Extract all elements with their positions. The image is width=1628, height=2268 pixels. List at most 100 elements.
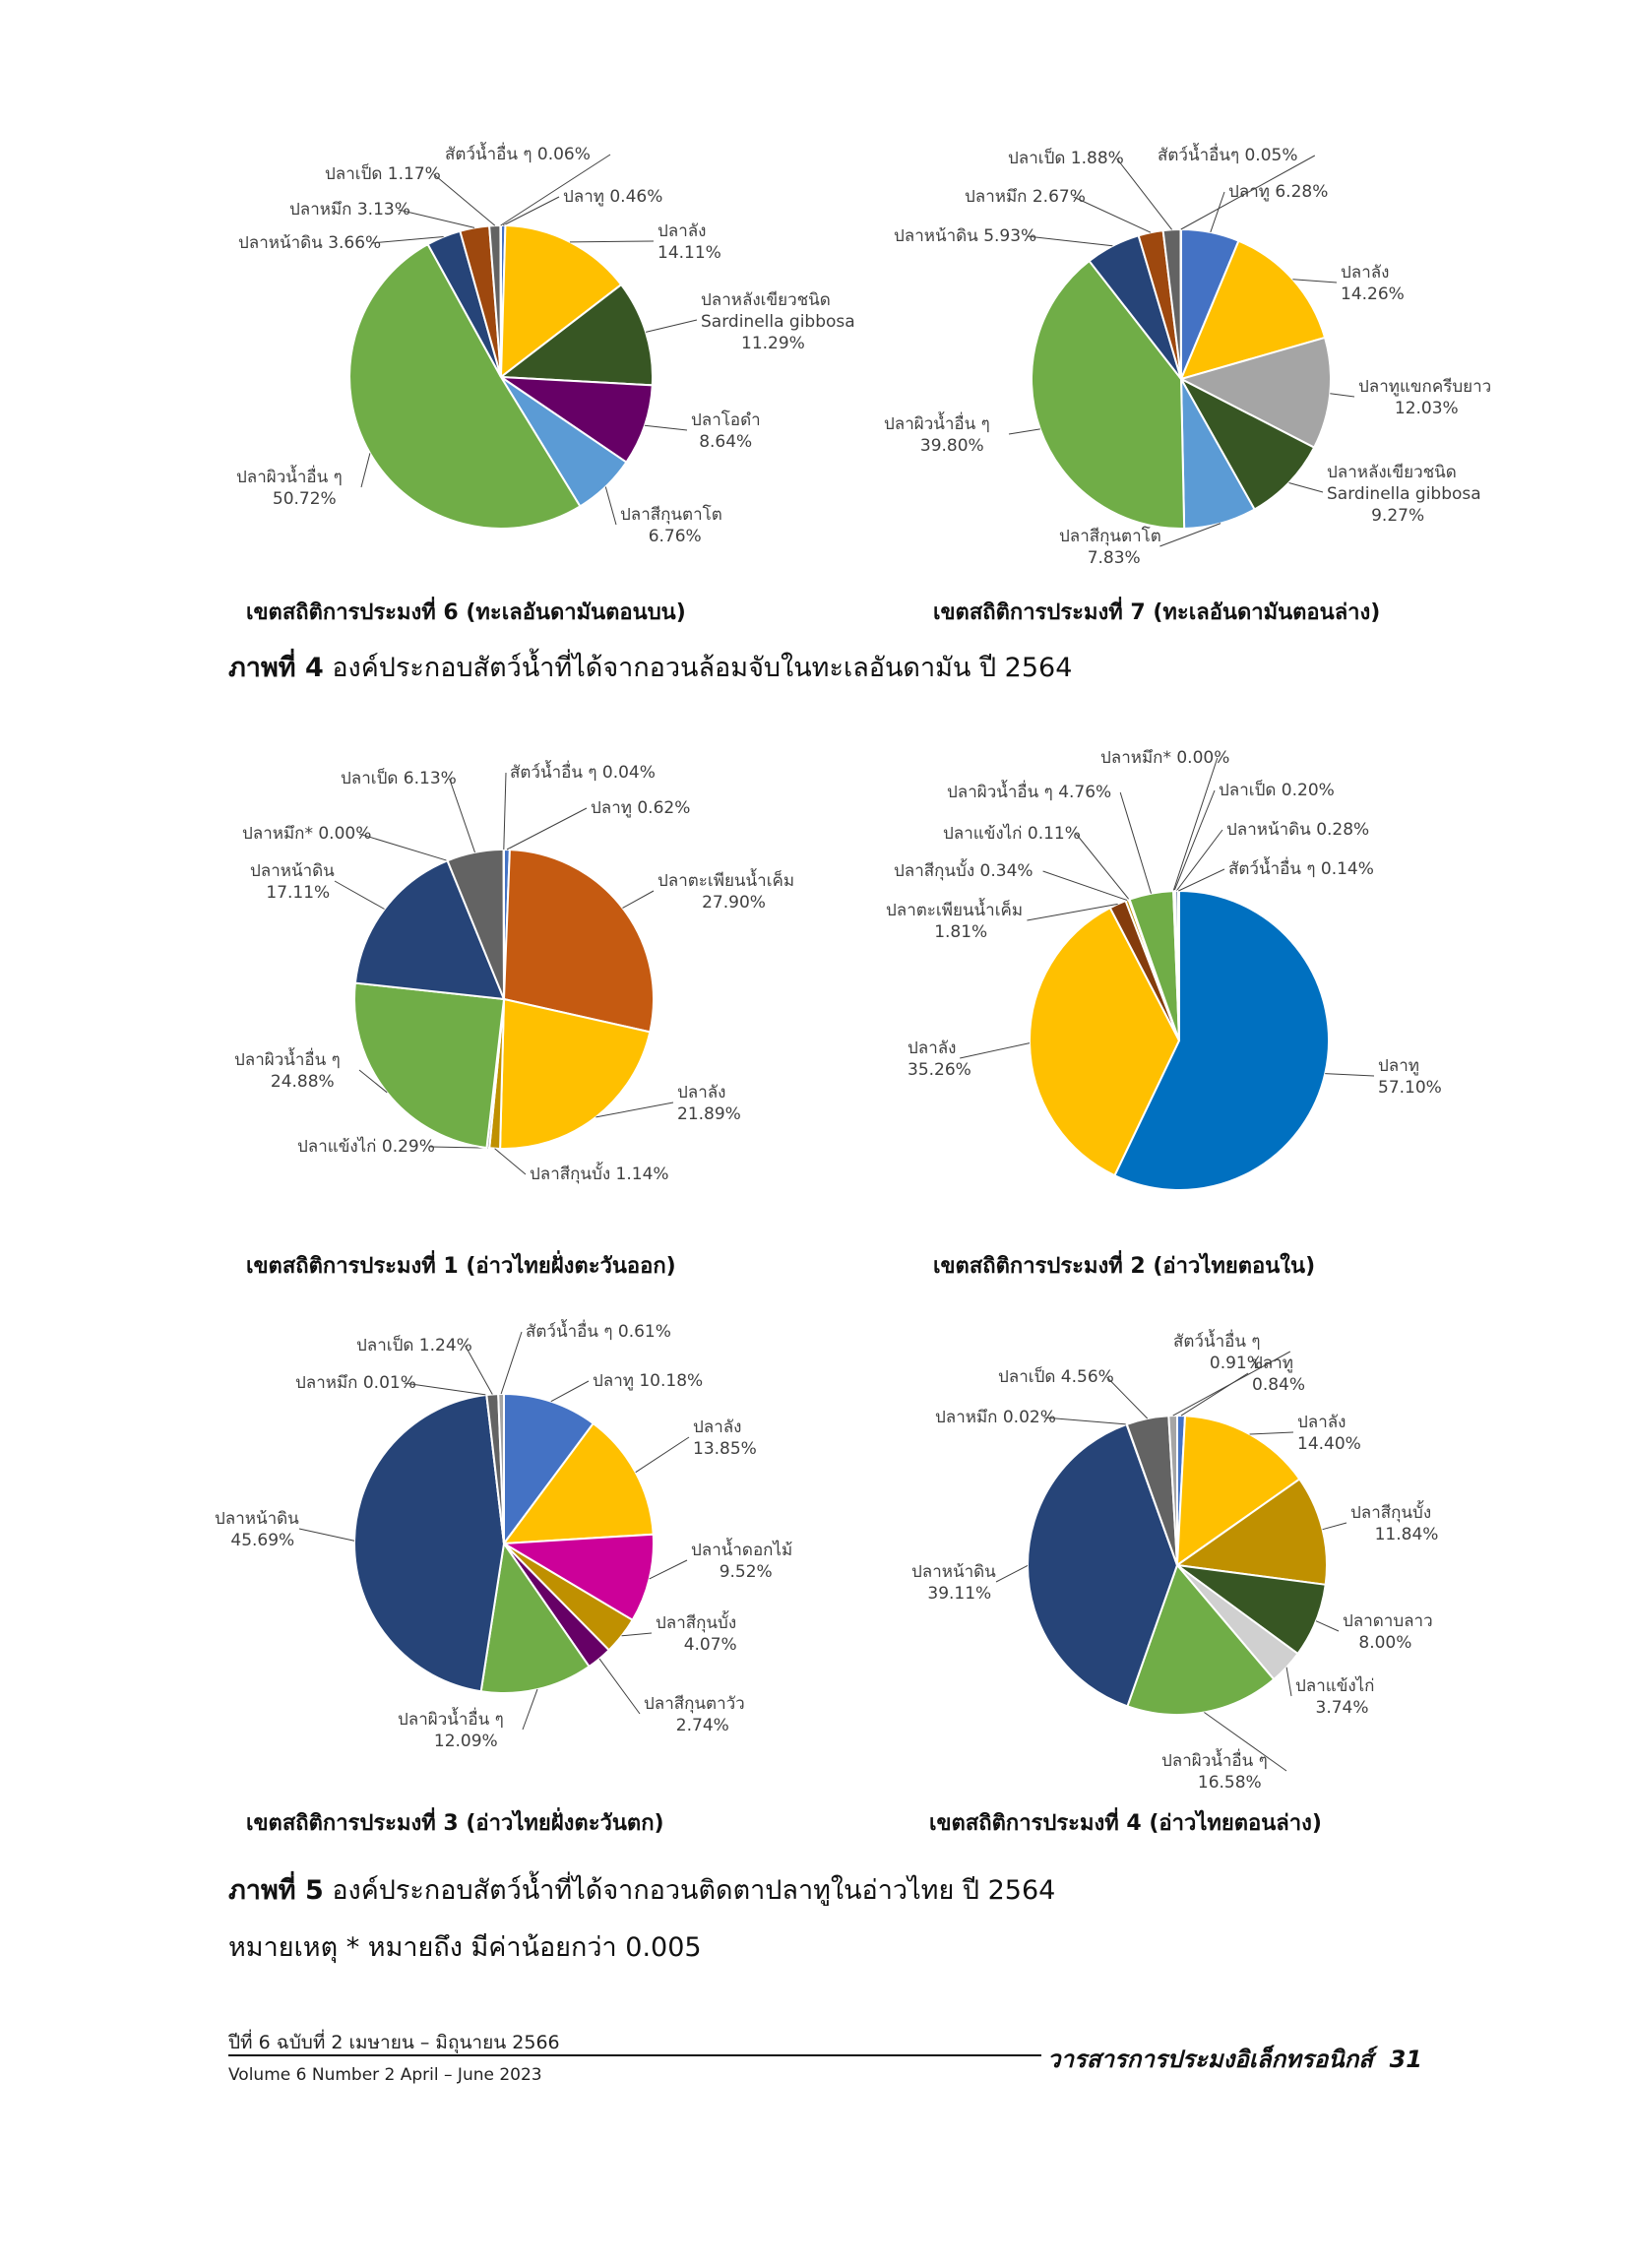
zone4-leader-7: [995, 1564, 1029, 1583]
zone1-label-10: สัตว์น้ำอื่น ๆ 0.04%: [510, 760, 656, 783]
zone2-leader-4: [1042, 870, 1128, 901]
zone4-slice-7: [1027, 1422, 1179, 1708]
zone7-leader-6: [1008, 428, 1040, 435]
zone2-leader-10: [1178, 868, 1225, 892]
zone3-label-4: ปลาสีกุนบั้ง 4.07%: [656, 1610, 737, 1655]
zone2-label-5: ปลาแข้งไก่ 0.11%: [943, 823, 1081, 844]
zone4-leader-3: [1322, 1522, 1347, 1531]
zone3-slice-1: [503, 1392, 595, 1547]
zone7-slice-4: [1178, 376, 1316, 511]
zone2-slice-10: [1176, 889, 1180, 1041]
zone6-leader-2: [569, 240, 655, 243]
pie-chart-zone4: ปลาทู 0.84% ปลาลัง 14.40% ปลาสีกุนบั้ง 11.84%…: [911, 1329, 1438, 1793]
zone2-leader-2: [960, 1042, 1031, 1059]
zone4-label-6: ปลาผิวน้ำอื่น ๆ 16.58%: [1161, 1748, 1268, 1793]
zone1-leader-4: [494, 1148, 527, 1175]
zone4-label-4: ปลาดาบลาว 8.00%: [1343, 1611, 1433, 1653]
zone3-label-10: สัตว์น้ำอื่น ๆ 0.61%: [526, 1319, 671, 1342]
zone3-leader-3: [649, 1559, 688, 1580]
pie-chart-zone7: ปลาทู 6.28% ปลาลัง 14.26% ปลาทูแขกครีบยาว 12…: [884, 143, 1491, 568]
zone7-label-8: ปลาหมึก 2.67%: [965, 187, 1086, 207]
zone1-label-3: ปลาลัง 21.89%: [677, 1083, 741, 1124]
zone4-leader-2: [1249, 1431, 1294, 1435]
zone2-leader-9: [1175, 829, 1223, 892]
zone7-label-10: สัตว์น้ำอื่นๆ 0.05%: [1158, 143, 1298, 165]
zone6-leader-4: [644, 424, 688, 431]
zone1-label-8: ปลาหมึก* 0.00%: [242, 824, 371, 844]
zone3-label-8: ปลาหมึก 0.01%: [295, 1373, 416, 1393]
zone2-label-10: สัตว์น้ำอื่น ๆ 0.14%: [1228, 856, 1374, 879]
zone4-label-9: ปลาเป็ด 4.56%: [998, 1365, 1114, 1387]
zone6-leader-7: [371, 236, 444, 244]
zone6-label-2: ปลาลัง 14.11%: [657, 221, 721, 263]
zone1-leader-3: [595, 1102, 674, 1118]
zone1-leader-5: [430, 1146, 488, 1149]
zone6-label-1: ปลาทู 0.46%: [563, 187, 662, 207]
zone3-slice-7: [353, 1393, 506, 1693]
zone6-slice-10: [499, 223, 502, 378]
chart-title-zone2: เขตสถิติการประมงที่ 2 (อ่าวไทยตอนใน): [933, 1254, 1316, 1279]
zone2-label-9: ปลาหน้าดิน 0.28%: [1226, 820, 1369, 840]
zone6-label-10: สัตว์น้ำอื่น ๆ 0.06%: [445, 142, 591, 164]
zone3-leader-5: [598, 1658, 641, 1715]
zone6-leader-1: [502, 196, 560, 226]
pie-chart-zone3: ปลาทู 10.18% ปลาลัง 13.85% ปลาน้ำดอกไม้ 9.52…: [215, 1319, 792, 1751]
zone1-slice-3: [499, 997, 652, 1150]
zone2-label-3: ปลาตะเพียนน้ำเค็ม 1.81%: [886, 898, 1023, 942]
zone4-label-2: ปลาลัง 14.40%: [1297, 1413, 1361, 1454]
zone6-label-6: ปลาผิวน้ำอื่น ๆ 50.72%: [236, 465, 343, 509]
zone7-label-3: ปลาทูแขกครีบยาว 12.03%: [1358, 377, 1491, 418]
zone1-label-6: ปลาผิวน้ำอื่น ๆ 24.88%: [234, 1047, 341, 1092]
zone2-leader-7: [1172, 757, 1219, 892]
zone3-slice-2: [501, 1421, 655, 1545]
zone1-leader-7: [334, 880, 385, 910]
zone3-label-5: ปลาสีกุนตาวัว 2.74%: [644, 1694, 745, 1735]
zone6-label-7: ปลาหน้าดิน 3.66%: [238, 233, 381, 253]
zone1-slice-7: [353, 858, 506, 1001]
journal-title: วารสารการประมงอิเล็กทรอนิกส์: [1047, 2046, 1373, 2073]
zone2-leader-5: [1075, 833, 1130, 901]
zone6-label-8: ปลาหมึก 3.13%: [289, 200, 410, 220]
zone6-leader-8: [398, 209, 475, 228]
zone3-label-9: ปลาเป็ด 1.24%: [356, 1334, 472, 1355]
zone4-leader-6: [1204, 1712, 1287, 1772]
zone1-label-7: ปลาหน้าดิน 17.11%: [250, 861, 335, 903]
zone6-leader-3: [645, 319, 698, 333]
zone4-leader-5: [1285, 1667, 1292, 1697]
zone2-label-1: ปลาทู 57.10%: [1378, 1056, 1442, 1098]
chart-title-zone7: เขตสถิติการประมงที่ 7 (ทะเลอันดามันตอนล่…: [933, 600, 1381, 625]
zone2-label-7: ปลาหมึก* 0.00%: [1100, 748, 1229, 768]
zone7-leader-2: [1292, 279, 1338, 284]
zone3-leader-4: [621, 1632, 653, 1637]
zone3-label-2: ปลาลัง 13.85%: [693, 1418, 757, 1459]
zone2-slice-2: [1029, 906, 1181, 1177]
zone1-leader-10: [503, 772, 507, 850]
pie-chart-zone2: ปลาทู 57.10% ปลาลัง 35.26% ปลาตะเพียนน้ำเค็ม…: [886, 748, 1442, 1191]
zone1-leader-2: [622, 890, 655, 909]
zone2-label-6: ปลาผิวน้ำอื่น ๆ 4.76%: [947, 780, 1111, 802]
zone2-leader-6: [1119, 791, 1152, 894]
zone4-slice-2: [1175, 1415, 1301, 1568]
zone1-slice-6: [353, 981, 506, 1150]
zone3-label-3: ปลาน้ำดอกไม้ 9.52%: [691, 1538, 792, 1582]
pie-chart-zone6: ปลาทู 0.46% ปลาลัง 14.11% ปลาหลังเขียวชนิด S…: [236, 142, 855, 546]
zone2-label-4: ปลาสีกุนบั้ง 0.34%: [894, 858, 1033, 881]
zone1-label-5: ปลาแข้งไก่ 0.29%: [297, 1136, 435, 1157]
zone7-leader-4: [1288, 482, 1324, 493]
zone3-leader-8: [404, 1382, 487, 1396]
zone7-leader-8: [1073, 196, 1152, 233]
zone4-leader-10: [1172, 1351, 1291, 1417]
zone6-slice-4: [497, 375, 654, 464]
zone7-label-9: ปลาเป็ด 1.88%: [1008, 147, 1124, 168]
zone6-label-5: ปลาสีกุนตาโต 6.76%: [620, 504, 722, 546]
zone6-slice-3: [498, 283, 654, 387]
zone7-leader-7: [1027, 235, 1113, 247]
chart-title-zone1: เขตสถิติการประมงที่ 1 (อ่าวไทยฝั่งตะวันอ…: [246, 1254, 676, 1279]
zone7-label-7: ปลาหน้าดิน 5.93%: [894, 226, 1036, 246]
zone7-label-5: ปลาสีกุนตาโต 7.83%: [1059, 526, 1161, 568]
zone7-leader-10: [1180, 155, 1316, 230]
zone3-leader-2: [635, 1436, 690, 1474]
zone6-label-3: ปลาหลังเขียวชนิด Sardinella gibbosa 11.29%: [701, 290, 855, 353]
zone2-label-2: ปลาลัง 35.26%: [908, 1039, 971, 1080]
